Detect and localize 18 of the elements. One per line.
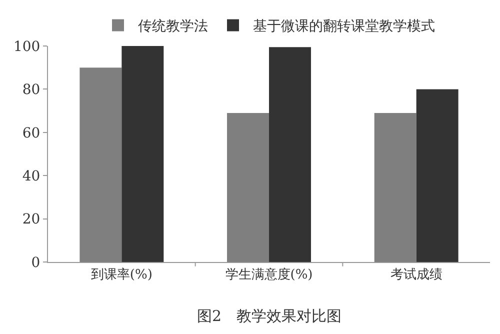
bar xyxy=(80,68,122,262)
y-tick-label: 40 xyxy=(22,168,40,184)
bar xyxy=(374,112,416,262)
legend-label: 传统教学法 xyxy=(138,18,208,35)
bar xyxy=(122,46,164,262)
x-tick-label: 学生满意度(%) xyxy=(225,266,313,283)
y-tick-label: 20 xyxy=(22,212,40,228)
text: 图2 教学效果对比图 xyxy=(197,307,342,325)
legend-label: 基于微课的翻转课堂教学模式 xyxy=(253,18,435,35)
bar xyxy=(416,89,458,262)
x-tick-label: 考试成绩 xyxy=(390,268,442,283)
y-tick-label: 100 xyxy=(13,38,40,55)
x-tick-label: 到课率(%) xyxy=(90,266,152,283)
y-tick-label: 60 xyxy=(22,125,40,142)
y-tick-label: 80 xyxy=(22,82,40,98)
y-tick-label: 0 xyxy=(31,254,40,271)
bar xyxy=(269,47,311,262)
bar xyxy=(227,112,269,262)
